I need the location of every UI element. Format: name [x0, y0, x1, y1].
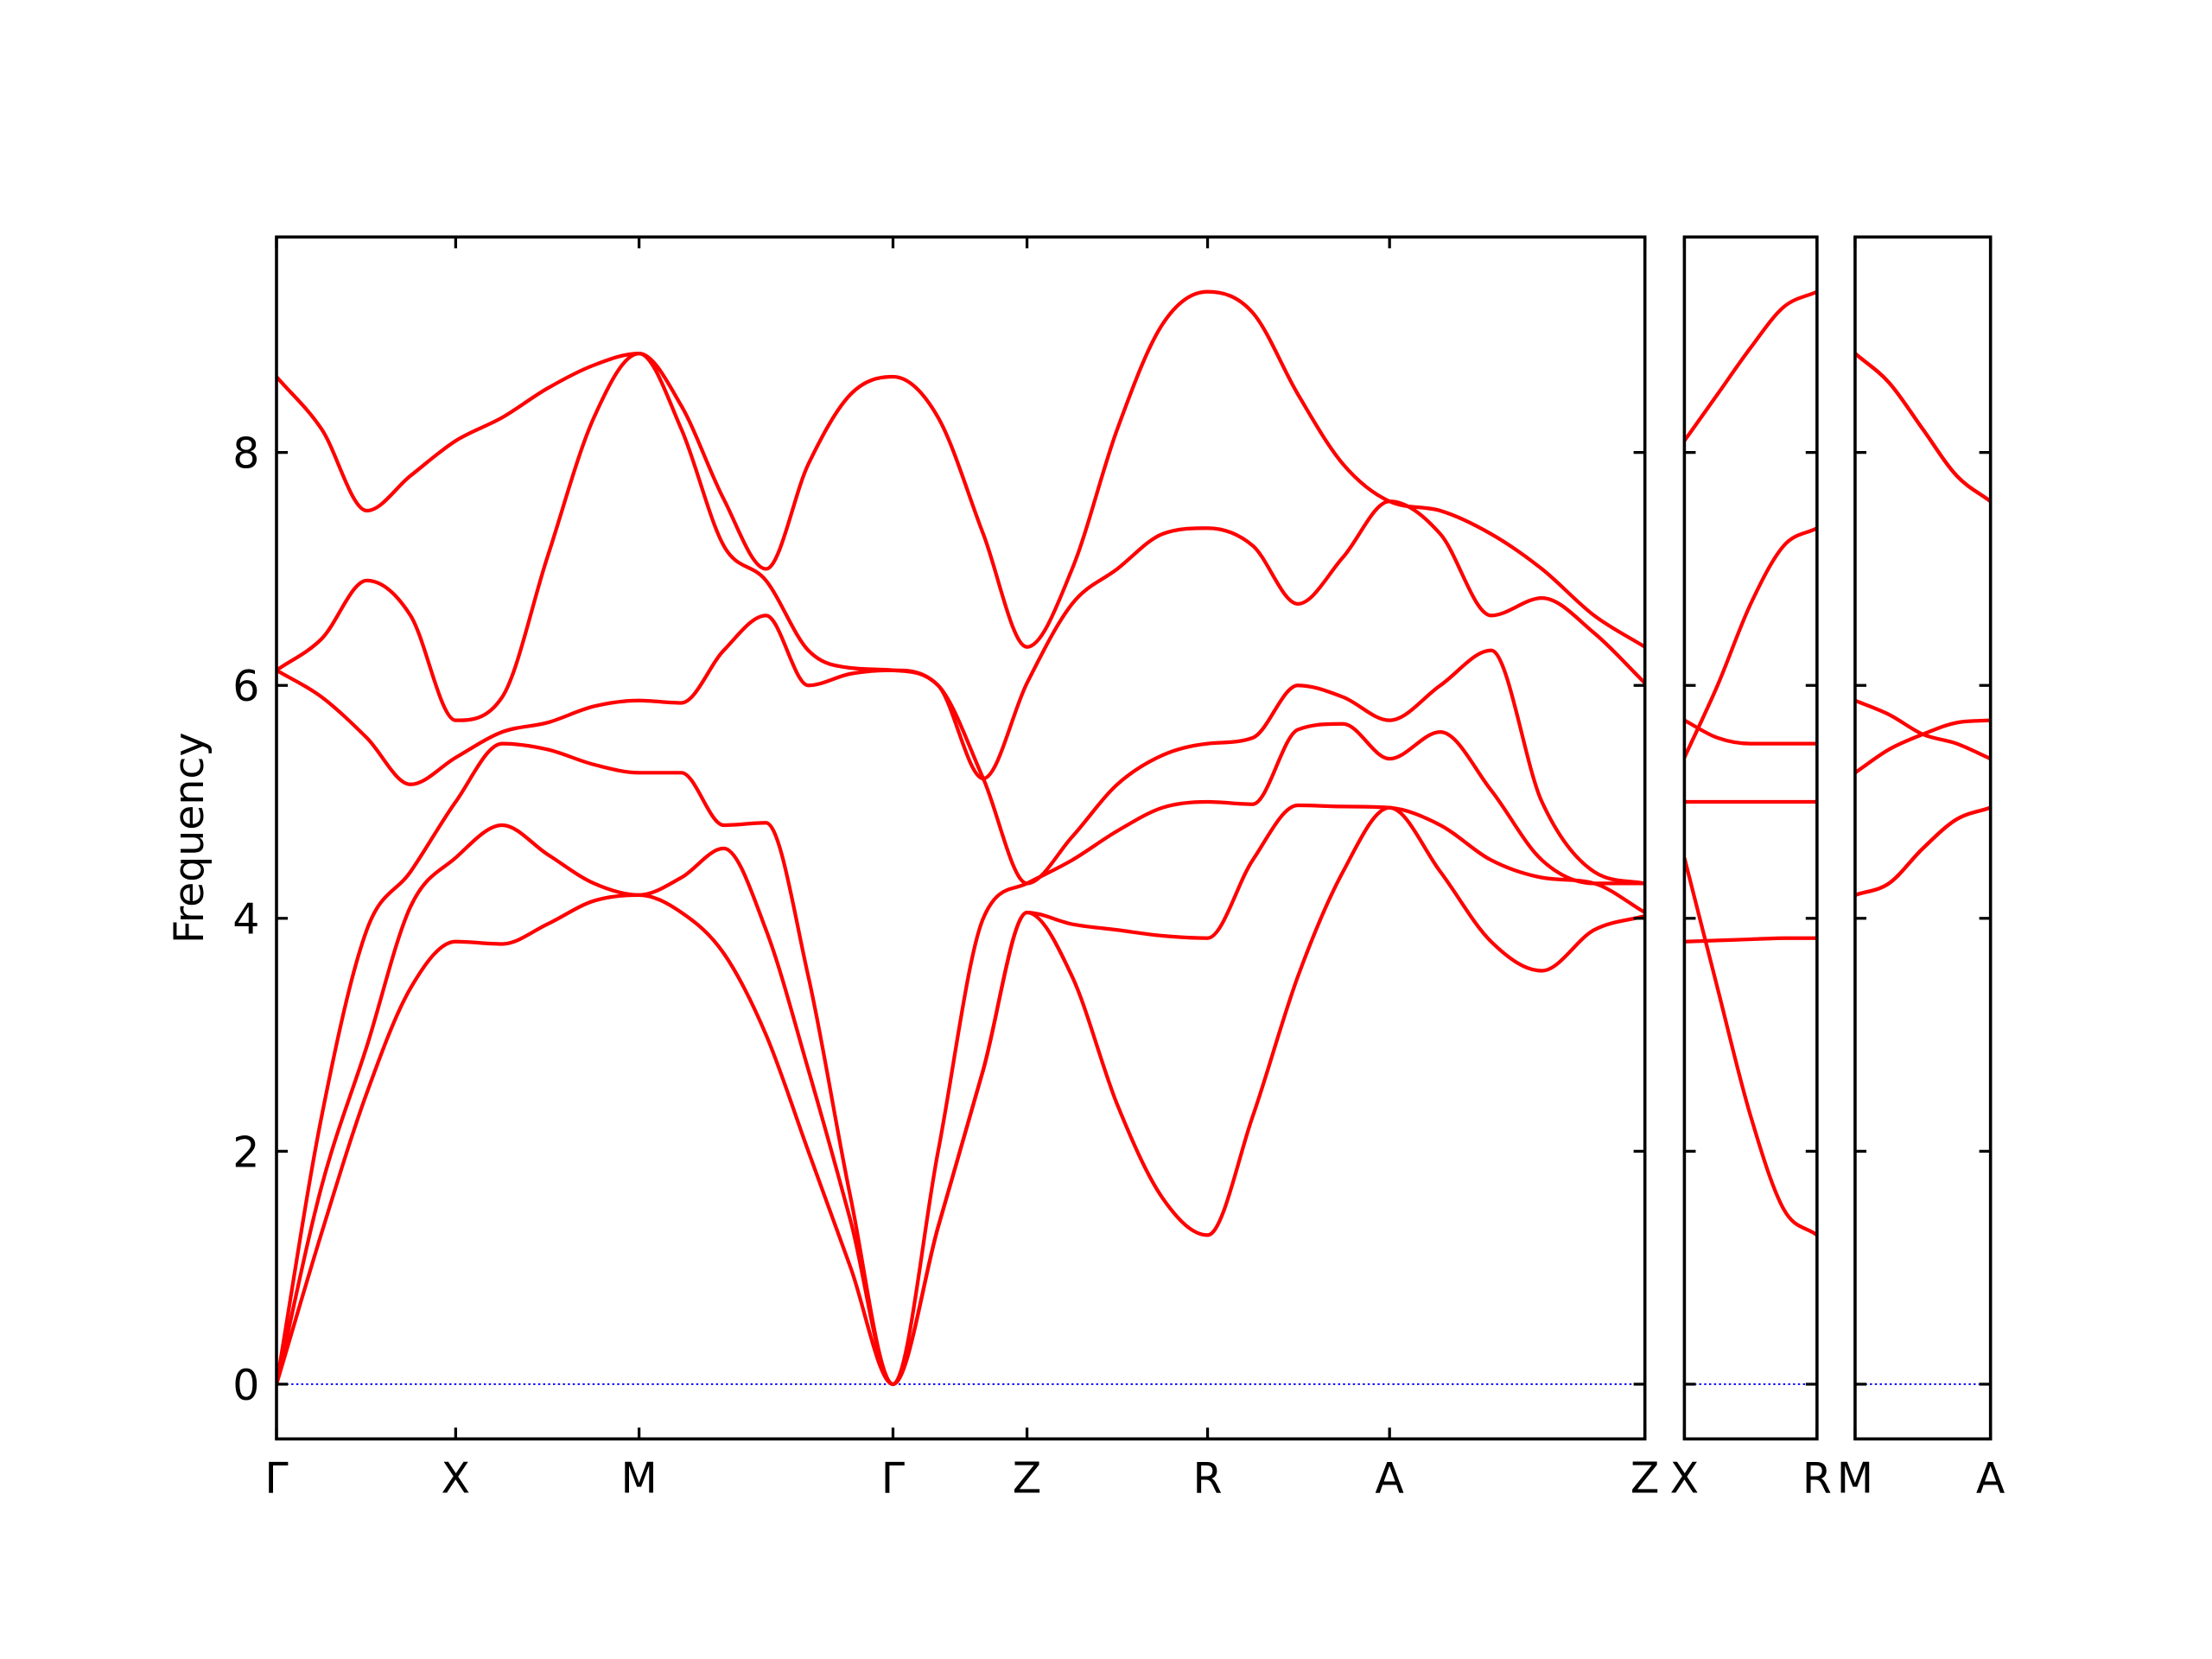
band-line	[1684, 857, 1817, 1237]
band-line	[276, 613, 1645, 886]
x-tick-label: R	[1193, 1453, 1223, 1503]
x-tick-label: X	[1670, 1453, 1700, 1503]
band-line	[1854, 352, 1991, 503]
band-line	[276, 803, 1645, 1387]
y-tick-label: 2	[232, 1128, 259, 1177]
band-line	[1854, 805, 1991, 897]
x-tick-label: R	[1802, 1453, 1832, 1503]
band-line	[276, 351, 1645, 781]
x-tick-label: Γ	[264, 1453, 289, 1503]
x-tick-label: Γ	[881, 1453, 906, 1503]
band-line	[1854, 805, 1991, 897]
x-tick-label: M	[1837, 1453, 1873, 1503]
band-line	[1854, 698, 1991, 761]
plot-frame	[1853, 235, 1993, 1441]
band-line	[276, 721, 1645, 1387]
y-tick-label: 8	[232, 429, 259, 479]
band-line	[1684, 936, 1817, 944]
plot-frame	[1682, 235, 1819, 1441]
band-line	[276, 289, 1645, 649]
band-line	[276, 805, 1645, 1387]
band-line	[1684, 718, 1817, 746]
band-line	[1854, 718, 1991, 775]
plot-frame	[275, 235, 1647, 1441]
y-tick-label: 6	[232, 662, 259, 711]
x-tick-label: Z	[1013, 1453, 1042, 1503]
y-tick-label: 4	[232, 895, 259, 944]
y-tick-label: 0	[232, 1361, 259, 1410]
x-tick-label: X	[442, 1453, 471, 1503]
y-axis-label: Frequency	[166, 733, 213, 944]
band-line	[1684, 289, 1817, 442]
band-line	[1684, 526, 1817, 759]
x-tick-label: A	[1976, 1453, 2005, 1503]
x-tick-label: M	[620, 1453, 657, 1503]
x-tick-label: A	[1375, 1453, 1404, 1503]
x-tick-label: Z	[1630, 1453, 1660, 1503]
